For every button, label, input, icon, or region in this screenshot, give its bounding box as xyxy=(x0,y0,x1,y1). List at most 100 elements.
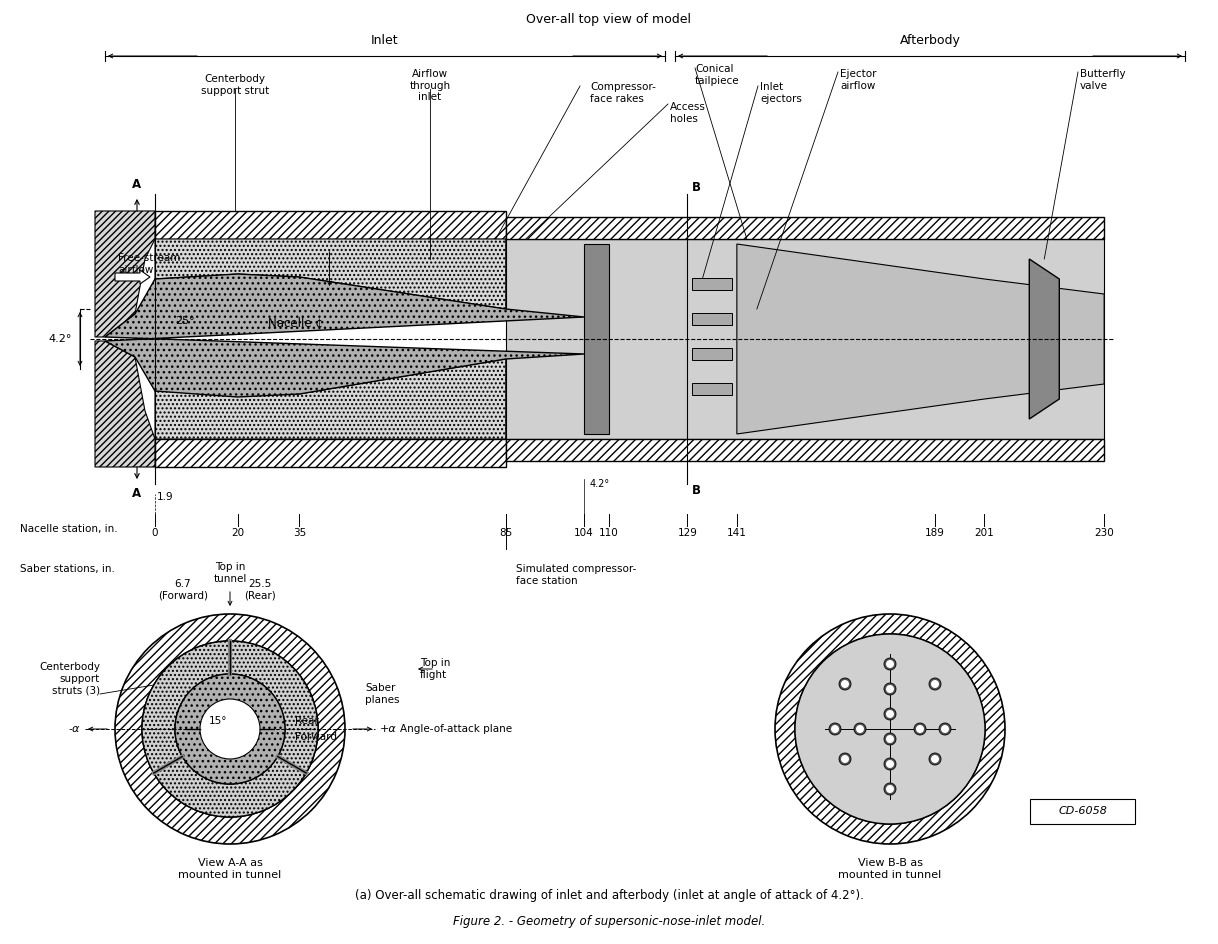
Text: Airflow
through
inlet: Airflow through inlet xyxy=(409,69,451,102)
Circle shape xyxy=(839,753,851,765)
Circle shape xyxy=(200,699,259,759)
Text: Compressor-
face rakes: Compressor- face rakes xyxy=(590,82,655,104)
Circle shape xyxy=(885,660,894,668)
Bar xyxy=(692,348,732,360)
Text: Centerbody
support
struts (3): Centerbody support struts (3) xyxy=(39,663,100,696)
Text: (a) Over-all schematic drawing of inlet and afterbody (inlet at angle of attack : (a) Over-all schematic drawing of inlet … xyxy=(354,889,864,902)
Circle shape xyxy=(931,755,939,763)
Polygon shape xyxy=(155,211,505,239)
Circle shape xyxy=(175,674,285,784)
Polygon shape xyxy=(505,239,1105,439)
Text: Angle-of-attack plane: Angle-of-attack plane xyxy=(400,724,512,734)
Circle shape xyxy=(795,634,985,824)
Circle shape xyxy=(929,753,942,765)
Text: 201: 201 xyxy=(974,528,994,538)
Text: Access
holes: Access holes xyxy=(670,102,706,124)
Bar xyxy=(692,383,732,395)
Text: 4.2°: 4.2° xyxy=(49,334,72,344)
Circle shape xyxy=(839,678,851,690)
Text: Over-all top view of model: Over-all top view of model xyxy=(526,12,692,25)
Polygon shape xyxy=(155,359,505,439)
Text: 230: 230 xyxy=(1094,528,1114,538)
Text: Forward: Forward xyxy=(295,732,337,742)
Text: Afterbody: Afterbody xyxy=(900,34,961,47)
Text: Nacelle ¢: Nacelle ¢ xyxy=(268,316,323,329)
Circle shape xyxy=(931,680,939,688)
Text: A: A xyxy=(133,178,141,191)
Text: Conical
tailpiece: Conical tailpiece xyxy=(695,64,739,86)
Text: 35: 35 xyxy=(292,528,306,538)
Text: Simulated compressor-
face station: Simulated compressor- face station xyxy=(515,564,636,585)
Circle shape xyxy=(840,680,849,688)
Text: View A-A as
mounted in tunnel: View A-A as mounted in tunnel xyxy=(178,858,281,880)
Circle shape xyxy=(884,658,896,670)
FancyArrow shape xyxy=(114,270,150,284)
Text: 20: 20 xyxy=(231,528,244,538)
Text: Inlet
ejectors: Inlet ejectors xyxy=(760,82,801,104)
Polygon shape xyxy=(155,239,505,309)
Circle shape xyxy=(929,678,942,690)
Text: Centerbody
support strut: Centerbody support strut xyxy=(201,74,269,95)
Text: Ejector
airflow: Ejector airflow xyxy=(840,69,877,91)
Polygon shape xyxy=(505,217,1105,239)
Circle shape xyxy=(884,733,896,745)
Text: B: B xyxy=(692,181,702,194)
Text: 1.9: 1.9 xyxy=(157,492,174,502)
Circle shape xyxy=(916,725,924,733)
Circle shape xyxy=(885,760,894,768)
Circle shape xyxy=(829,723,840,735)
Circle shape xyxy=(942,725,949,733)
Text: 129: 129 xyxy=(677,528,697,538)
Polygon shape xyxy=(737,244,1105,434)
Text: -α: -α xyxy=(68,724,80,734)
Circle shape xyxy=(831,725,839,733)
Text: Top in
tunnel: Top in tunnel xyxy=(213,563,247,584)
Text: 110: 110 xyxy=(599,528,619,538)
Text: 6.7
(Forward): 6.7 (Forward) xyxy=(157,579,207,600)
Text: Inlet: Inlet xyxy=(371,34,398,47)
Text: 25°: 25° xyxy=(175,316,195,326)
Circle shape xyxy=(885,785,894,793)
Polygon shape xyxy=(105,274,585,397)
Text: Saber
planes: Saber planes xyxy=(365,683,400,705)
Text: Rear: Rear xyxy=(295,716,319,726)
Text: View B-B as
mounted in tunnel: View B-B as mounted in tunnel xyxy=(838,858,942,880)
Text: 85: 85 xyxy=(499,528,513,538)
Polygon shape xyxy=(155,439,505,467)
Circle shape xyxy=(884,758,896,770)
Text: Top in
flight: Top in flight xyxy=(420,658,451,680)
Text: Nacelle station, in.: Nacelle station, in. xyxy=(19,524,118,534)
Text: +α: +α xyxy=(380,724,397,734)
Text: 189: 189 xyxy=(924,528,945,538)
Text: A: A xyxy=(133,487,141,500)
Text: Saber stations, in.: Saber stations, in. xyxy=(19,564,114,574)
Polygon shape xyxy=(585,244,609,434)
Circle shape xyxy=(884,708,896,720)
Bar xyxy=(692,313,732,325)
Circle shape xyxy=(885,685,894,693)
FancyBboxPatch shape xyxy=(1030,799,1135,824)
Polygon shape xyxy=(95,341,155,467)
Circle shape xyxy=(854,723,866,735)
Circle shape xyxy=(840,755,849,763)
Text: Butterfly
valve: Butterfly valve xyxy=(1080,69,1125,91)
Text: CD-6058: CD-6058 xyxy=(1058,806,1107,817)
Polygon shape xyxy=(95,211,155,337)
Text: 0: 0 xyxy=(152,528,158,538)
Text: Free-stream
airflow: Free-stream airflow xyxy=(118,253,180,275)
Text: 4.2°: 4.2° xyxy=(590,479,609,489)
Circle shape xyxy=(914,723,926,735)
Text: Figure 2. - Geometry of supersonic-nose-inlet model.: Figure 2. - Geometry of supersonic-nose-… xyxy=(453,916,765,929)
Circle shape xyxy=(856,725,864,733)
Circle shape xyxy=(939,723,951,735)
Circle shape xyxy=(885,735,894,743)
Polygon shape xyxy=(505,439,1105,461)
Polygon shape xyxy=(1029,259,1060,419)
Text: 141: 141 xyxy=(727,528,747,538)
Circle shape xyxy=(884,683,896,695)
Bar xyxy=(692,278,732,290)
Circle shape xyxy=(884,783,896,795)
Text: B: B xyxy=(692,484,702,497)
Circle shape xyxy=(885,710,894,718)
Text: 15°: 15° xyxy=(208,716,228,726)
